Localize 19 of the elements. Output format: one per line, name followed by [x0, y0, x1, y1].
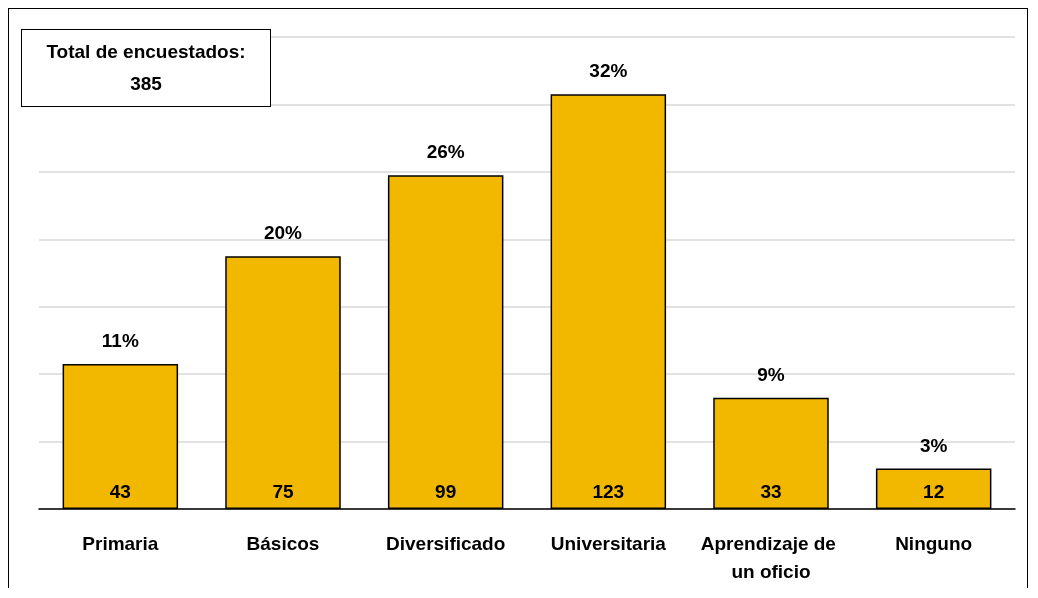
x-tick-label: Diversificado	[386, 532, 506, 554]
annotation: 3%	[919, 434, 948, 456]
x-tick-label: Universitaria	[550, 532, 667, 554]
x-tick-label: Básicos	[246, 532, 320, 554]
annotation: 9%	[757, 363, 785, 385]
data-label: 33	[760, 481, 782, 502]
data-label: 75	[272, 481, 294, 502]
x-tick-label: Ninguno	[895, 532, 973, 554]
annotation: 32%	[589, 60, 628, 82]
annotation: 20%	[263, 222, 303, 244]
annotation: 26%	[426, 141, 465, 163]
x-tick-label: Aprendizaje de un oficio	[700, 532, 842, 582]
text: Total de encuestados: 385	[21, 29, 271, 107]
x-tick-label: Primaria	[82, 532, 159, 554]
data-label: 123	[592, 481, 625, 502]
data-label: 12	[923, 481, 945, 502]
annotation: 11%	[101, 330, 139, 352]
data-label: 43	[109, 481, 131, 502]
data-label: 99	[435, 481, 457, 502]
